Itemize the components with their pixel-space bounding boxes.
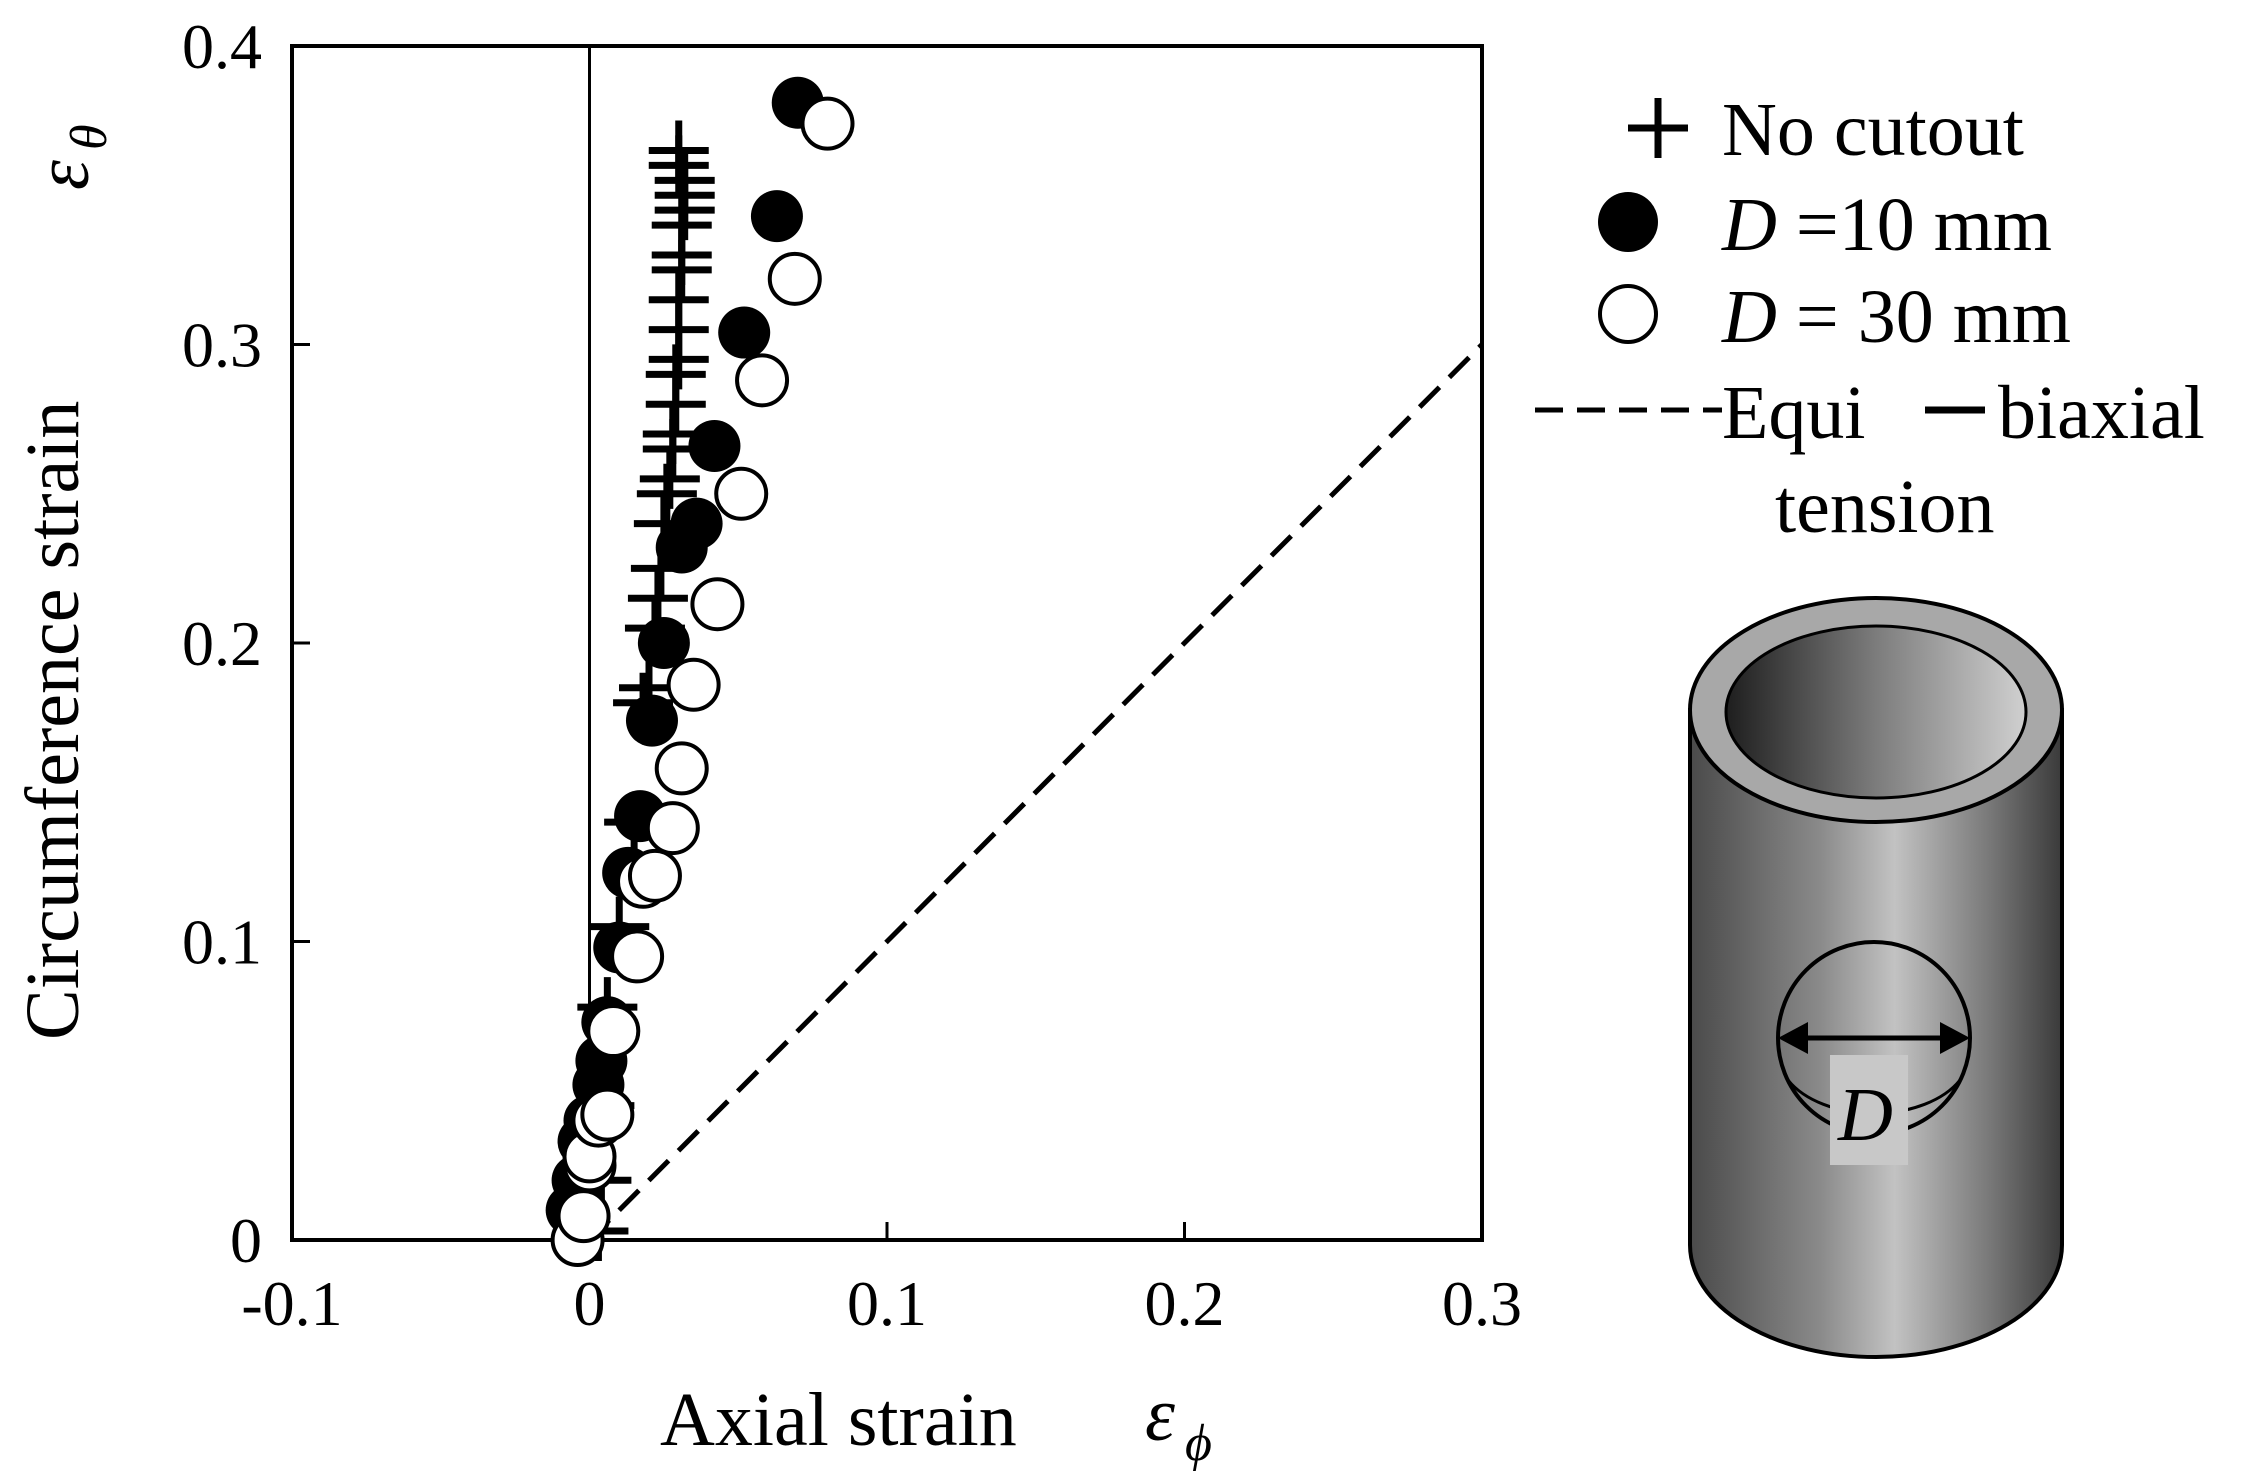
y-tick-label: 0.3	[182, 310, 262, 381]
y-tick-label: 0.4	[182, 11, 262, 82]
plot-area: -0.1 0 0.1 0.2 0.3 00.10.20.30.4	[182, 11, 1522, 1339]
y-axis-symbol: ε	[21, 160, 105, 190]
equi-biaxial-reference-line	[587, 342, 1484, 1242]
legend: No cutout D =10 mm D = 30 mm Equi biaxia…	[1535, 88, 2205, 549]
y-axis-symbol-subscript: θ	[61, 124, 118, 150]
cylinder-illustration: D	[1688, 596, 2064, 1359]
equi-biaxial-line	[587, 342, 1484, 1242]
x-axis-symbol-subscript: ϕ	[1185, 1415, 1212, 1472]
legend-item-equi-biaxial: Equi biaxial tension	[1535, 371, 2205, 549]
legend-item-no-cutout: No cutout	[1628, 88, 2024, 172]
diameter-arrowhead-left	[1778, 1022, 1808, 1054]
diameter-arrowhead-right	[1940, 1022, 1970, 1054]
x-tick-label: -0.1	[241, 1268, 342, 1339]
d30-point	[586, 1004, 641, 1059]
d30-point	[556, 1189, 611, 1244]
d30-point	[666, 657, 721, 712]
x-axis-title: Axial strain	[660, 1378, 1017, 1462]
y-axis-title: Circumference strain	[11, 401, 95, 1040]
d30-point	[767, 251, 822, 306]
d30-point	[714, 466, 769, 521]
legend-label-no-cutout: No cutout	[1722, 88, 2024, 172]
legend-label-equi: Equi	[1722, 371, 1866, 455]
d10-point	[750, 190, 803, 243]
d10-point	[637, 617, 690, 669]
diameter-label: D	[1837, 1073, 1893, 1157]
cylinder-body	[1688, 708, 2064, 1359]
x-axis-ticks: -0.1 0 0.1 0.2 0.3	[241, 1222, 1522, 1339]
legend-label-tension: tension	[1775, 465, 1995, 549]
d10-point	[670, 497, 723, 550]
y-axis-ticks: 0 0.1 0.2 0.3 0.4	[182, 11, 310, 1276]
diameter-label-background	[1830, 1055, 1908, 1165]
plot-frame	[290, 44, 1484, 1242]
d30-point	[800, 96, 855, 151]
d30-point	[735, 353, 790, 408]
y-tick-label: 0.1	[182, 907, 262, 978]
legend-item-d30: D = 30 mm	[1598, 275, 2071, 359]
d30-point	[627, 848, 682, 903]
legend-item-d10: D =10 mm	[1598, 183, 2052, 267]
d30-point	[645, 801, 700, 856]
x-tick-label: 0.1	[847, 1268, 927, 1339]
data-points	[545, 76, 855, 1267]
legend-label-d10: D =10 mm	[1721, 183, 2052, 267]
d10-point	[688, 419, 741, 472]
legend-label-biaxial: biaxial	[1998, 371, 2205, 455]
y-tick-label: 0.2	[182, 608, 262, 679]
x-tick-label: 0.2	[1145, 1268, 1225, 1339]
x-axis-symbol: ε	[1145, 1373, 1175, 1457]
no-cutout-point	[654, 150, 715, 211]
d30-point	[690, 577, 745, 632]
d30-point	[610, 929, 665, 984]
x-tick-label: 0.3	[1442, 1268, 1522, 1339]
no-cutout-point	[648, 120, 709, 181]
cylinder-bore	[1724, 624, 2028, 800]
d30-point	[580, 1087, 635, 1142]
d10-point	[625, 694, 678, 747]
legend-label-d30: D = 30 mm	[1721, 275, 2071, 359]
d30-point	[654, 741, 709, 796]
y-tick-label: 0	[230, 1205, 262, 1276]
x-tick-label: 0	[574, 1268, 606, 1339]
d10-point	[718, 306, 771, 359]
